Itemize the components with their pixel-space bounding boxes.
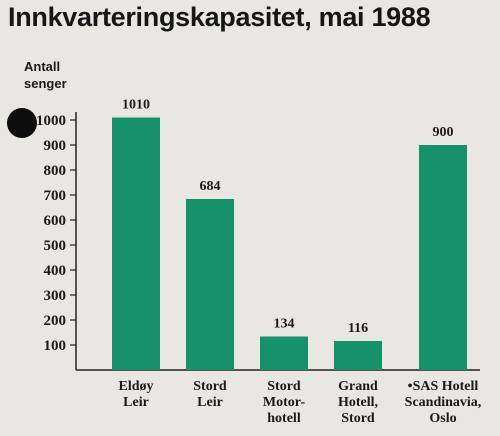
x-category-label: Hotell, xyxy=(338,395,378,410)
x-category-label: Stord xyxy=(193,379,227,394)
bar xyxy=(186,199,234,370)
bar-value-label: 1010 xyxy=(122,98,150,113)
bar-value-label: 134 xyxy=(274,317,295,332)
bar-value-label: 116 xyxy=(348,321,368,336)
y-tick-label: 300 xyxy=(44,288,67,304)
x-category-label: Stord xyxy=(341,411,375,426)
x-category-label: Grand xyxy=(338,379,378,394)
bar-value-label: 684 xyxy=(200,179,221,194)
x-category-label: hotell xyxy=(267,411,301,426)
x-category-label: Leir xyxy=(123,395,149,410)
bar xyxy=(334,341,382,370)
x-category-label: Leir xyxy=(197,395,223,410)
y-axis-label: Antall senger xyxy=(24,59,67,91)
bar xyxy=(112,117,160,370)
y-tick-label: 1000 xyxy=(36,113,66,129)
y-tick-label: 600 xyxy=(44,213,67,229)
x-category-label: Scandinavia, xyxy=(405,395,482,410)
bar-value-label: 900 xyxy=(433,125,454,140)
x-category-label: •SAS Hotell xyxy=(408,379,479,394)
x-category-label: Stord xyxy=(267,379,301,394)
black-dot-marker xyxy=(7,108,37,138)
y-tick-label: 400 xyxy=(44,263,67,279)
x-category-label: Motor- xyxy=(263,395,306,410)
y-tick-label: 700 xyxy=(44,188,67,204)
bar xyxy=(419,145,467,370)
x-category-label: Eldøy xyxy=(118,379,153,394)
x-category-label: Oslo xyxy=(429,411,456,426)
y-tick-label: 200 xyxy=(44,313,67,329)
chart-title: Innkvarteringskapasitet, mai 1988 xyxy=(8,2,431,32)
y-tick-label: 500 xyxy=(44,238,67,254)
y-tick-label: 100 xyxy=(44,338,67,354)
y-tick-label: 900 xyxy=(44,138,67,154)
bar xyxy=(260,336,308,370)
y-tick-label: 800 xyxy=(44,163,67,179)
